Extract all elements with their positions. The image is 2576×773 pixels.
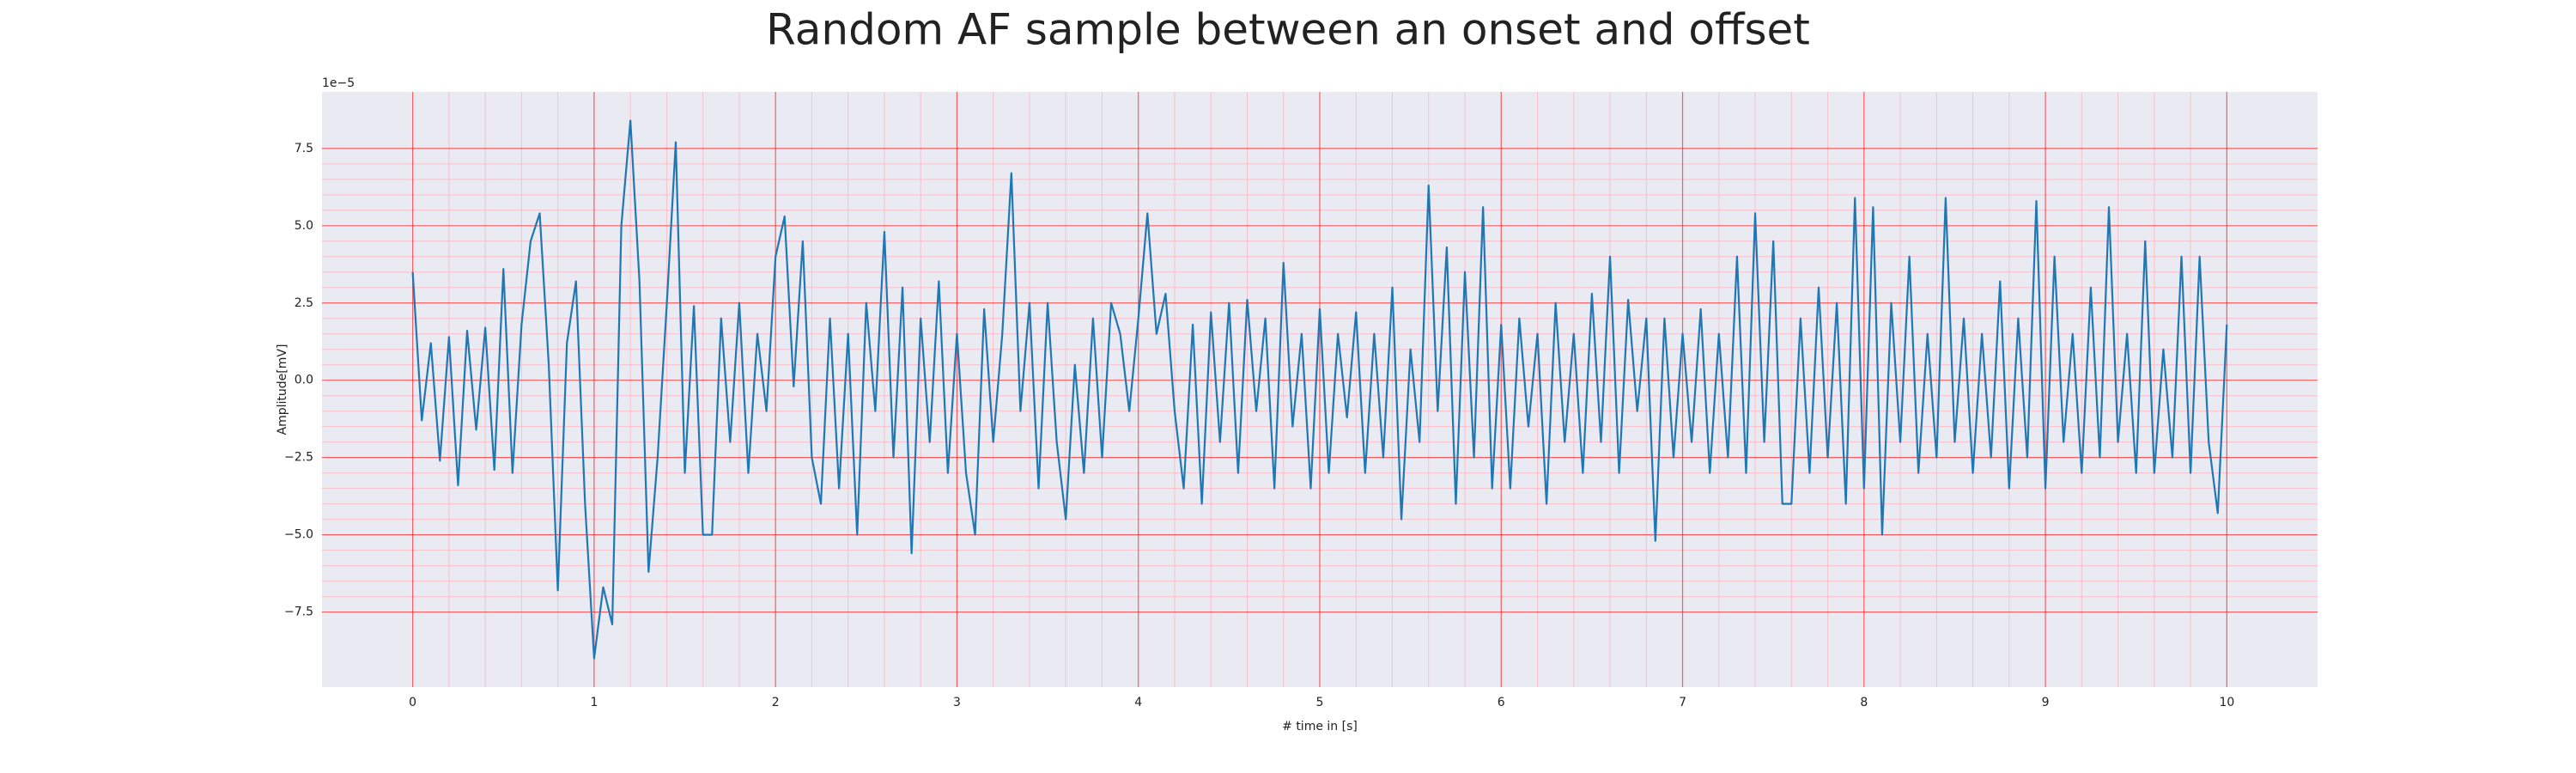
data-line [411,119,2228,660]
y-axis-label: Amplitude[mV] [276,344,289,435]
x-tick-label: 3 [953,696,961,709]
y-tick-label: 5.0 [295,219,313,233]
x-tick-label: 9 [2042,696,2050,709]
y-tick-label: 7.5 [295,142,313,155]
x-tick-label: 6 [1498,696,1505,709]
x-tick-label: 5 [1316,696,1324,709]
x-axis-label: # time in [s] [1282,720,1358,733]
y-tick-label: −2.5 [284,451,313,465]
x-tick-label: 10 [2219,696,2234,709]
y-tick-label: −7.5 [284,606,313,619]
x-tick-label: 1 [590,696,598,709]
x-tick-label: 8 [1860,696,1868,709]
y-tick-label: 0.0 [295,374,313,387]
x-tick-label: 2 [772,696,780,709]
x-tick-label: 4 [1134,696,1142,709]
y-offset-label: 1e−5 [322,76,355,90]
chart-title: Random AF sample between an onset and of… [766,5,1810,55]
x-tick-label: 0 [409,696,416,709]
y-tick-label: 2.5 [295,296,313,310]
y-tick-label: −5.0 [284,528,313,542]
x-tick-label: 7 [1679,696,1686,709]
